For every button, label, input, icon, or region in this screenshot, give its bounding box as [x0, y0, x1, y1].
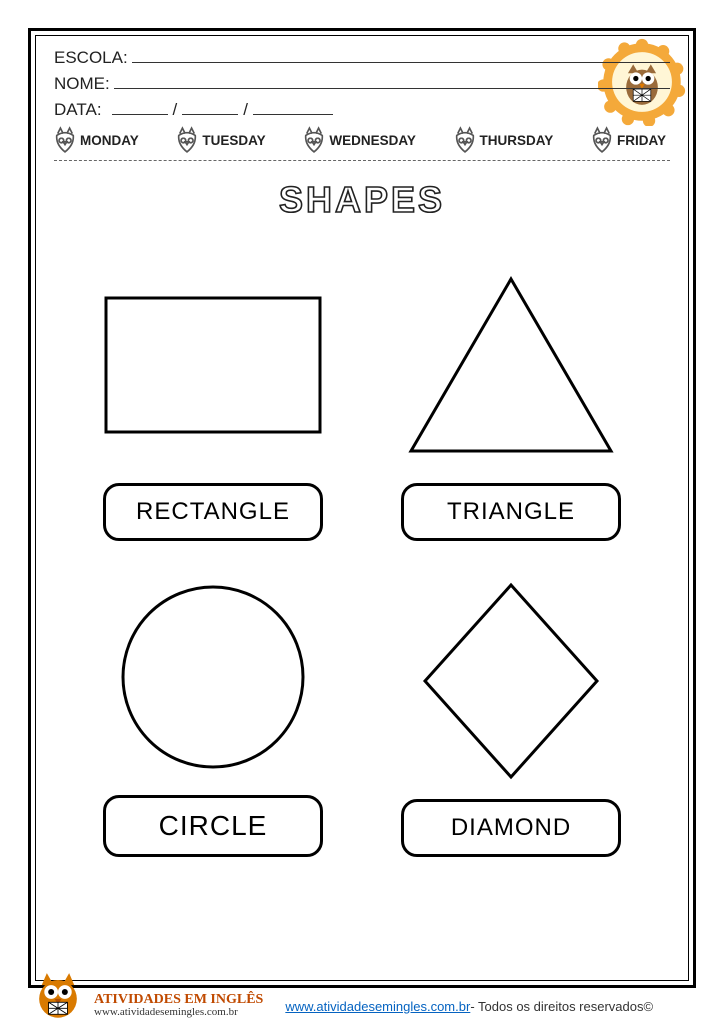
date-slash: /	[243, 100, 248, 120]
name-label: NOME:	[54, 74, 110, 94]
weekday-label: THURSDAY	[480, 133, 554, 148]
owl-mini-icon	[591, 126, 613, 154]
inner-border: ESCOLA: NOME: DATA: / / MONDAY	[35, 35, 689, 981]
date-year-input[interactable]	[253, 98, 333, 115]
shapes-grid: RECTANGLE TRIANGLE CIRCLE DIAMOND	[54, 221, 670, 867]
weekday-label: MONDAY	[80, 133, 139, 148]
date-slash: /	[173, 100, 178, 120]
header-separator	[54, 160, 670, 161]
diamond-shape-icon	[421, 581, 601, 781]
footer-rights: - Todos os direitos reservados©	[470, 999, 653, 1014]
page-footer: ATIVIDADES EM INGLÊS www.atividadeseming…	[28, 966, 653, 1018]
rectangle-shape-icon	[103, 265, 323, 465]
weekday-row: MONDAY TUESDAY WEDNESDAY THURSDAY FRIDAY	[54, 126, 670, 154]
weekday-item: FRIDAY	[591, 126, 666, 154]
circle-label: CIRCLE	[103, 795, 323, 857]
date-month-input[interactable]	[182, 98, 238, 115]
weekday-label: FRIDAY	[617, 133, 666, 148]
worksheet-header: ESCOLA: NOME: DATA: / / MONDAY	[54, 46, 670, 161]
school-field-row: ESCOLA:	[54, 46, 670, 68]
date-field-row: DATA: / /	[54, 98, 670, 120]
footer-brand-sub: www.atividadesemingles.com.br	[94, 1006, 263, 1018]
worksheet-title: SHAPES	[54, 179, 670, 221]
shape-cell-circle: CIRCLE	[84, 577, 342, 857]
weekday-label: TUESDAY	[202, 133, 265, 148]
footer-brand-block: ATIVIDADES EM INGLÊS www.atividadeseming…	[94, 991, 263, 1018]
diamond-label: DIAMOND	[401, 799, 621, 857]
weekday-label: WEDNESDAY	[329, 133, 416, 148]
footer-link[interactable]: www.atividadesemingles.com.br	[285, 999, 470, 1014]
triangle-shape-icon	[406, 265, 616, 465]
footer-text: www.atividadesemingles.com.br - Todos os…	[279, 999, 653, 1014]
shape-cell-diamond: DIAMOND	[382, 577, 640, 857]
owl-mini-icon	[303, 126, 325, 154]
weekday-item: THURSDAY	[454, 126, 554, 154]
shape-cell-rectangle: RECTANGLE	[84, 261, 342, 541]
school-label: ESCOLA:	[54, 48, 128, 68]
weekday-item: MONDAY	[54, 126, 139, 154]
weekday-item: WEDNESDAY	[303, 126, 416, 154]
outer-border: ESCOLA: NOME: DATA: / / MONDAY	[28, 28, 696, 988]
date-label: DATA:	[54, 100, 102, 120]
shape-cell-triangle: TRIANGLE	[382, 261, 640, 541]
footer-owl-icon	[28, 966, 88, 1018]
weekday-item: TUESDAY	[176, 126, 265, 154]
owl-mini-icon	[176, 126, 198, 154]
owl-mini-icon	[454, 126, 476, 154]
rectangle-label: RECTANGLE	[103, 483, 323, 541]
name-field-row: NOME:	[54, 72, 670, 94]
footer-brand: ATIVIDADES EM INGLÊS	[94, 992, 263, 1007]
triangle-label: TRIANGLE	[401, 483, 621, 541]
circle-shape-icon	[118, 577, 308, 777]
name-input-line[interactable]	[114, 72, 670, 89]
school-input-line[interactable]	[132, 46, 670, 63]
owl-mini-icon	[54, 126, 76, 154]
date-day-input[interactable]	[112, 98, 168, 115]
